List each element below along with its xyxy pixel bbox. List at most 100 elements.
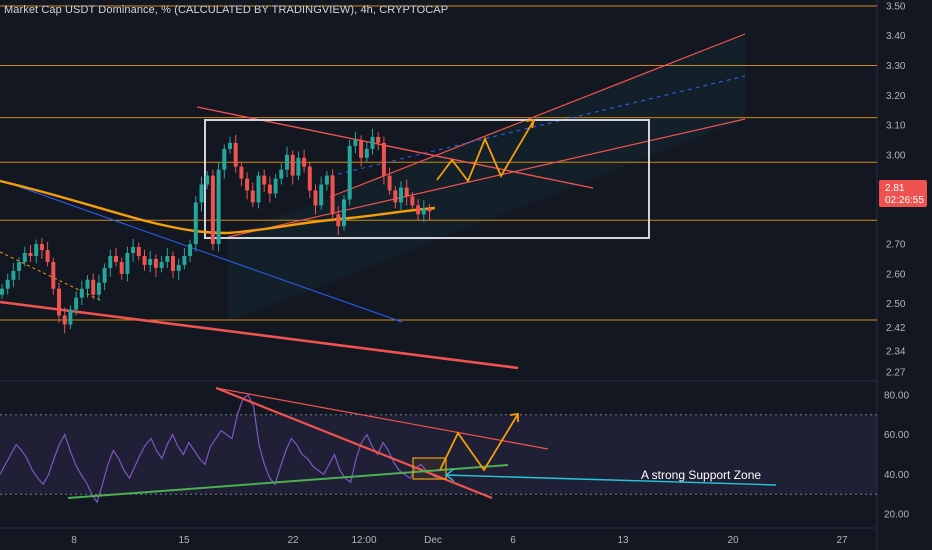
channel-upper-line bbox=[329, 33, 746, 198]
time-tick-0: 8 bbox=[71, 535, 77, 546]
price-tick-3: 3.20 bbox=[886, 91, 906, 102]
candle-body-69 bbox=[393, 190, 398, 203]
rsi-band bbox=[0, 414, 877, 495]
candle-body-19 bbox=[108, 255, 113, 268]
candle-body-6 bbox=[34, 244, 39, 256]
moving-average bbox=[0, 179, 436, 235]
candle-body-67 bbox=[381, 142, 386, 176]
candle-body-40 bbox=[228, 142, 232, 149]
candle-body-8 bbox=[45, 250, 50, 262]
time-tick-6: 13 bbox=[617, 535, 629, 546]
candle-body-1 bbox=[5, 279, 10, 289]
candle-body-14 bbox=[79, 288, 84, 298]
time-tick-1: 15 bbox=[178, 535, 190, 546]
candle-body-5 bbox=[28, 253, 33, 256]
rsi-steep-trendline bbox=[215, 386, 493, 500]
candle-body-60 bbox=[342, 199, 346, 227]
price-drawings bbox=[0, 33, 746, 370]
candle-body-71 bbox=[404, 187, 409, 197]
candle-body-30 bbox=[171, 255, 175, 271]
candle-body-27 bbox=[153, 258, 158, 268]
candle-body-28 bbox=[159, 261, 164, 268]
candle-body-21 bbox=[119, 261, 124, 274]
candle-body-26 bbox=[148, 258, 153, 265]
candle-body-61 bbox=[347, 145, 352, 200]
candle-body-46 bbox=[262, 175, 267, 185]
channel-mid-line bbox=[329, 75, 746, 177]
candle-body-65 bbox=[370, 136, 375, 149]
candle-body-32 bbox=[182, 255, 187, 265]
candle-body-53 bbox=[302, 157, 307, 167]
candle-body-11 bbox=[62, 315, 67, 325]
candle-body-66 bbox=[376, 136, 381, 143]
candle-body-24 bbox=[136, 247, 141, 256]
consolidation-box bbox=[204, 119, 650, 239]
price-tick-13: 2.27 bbox=[886, 368, 906, 379]
support-zone-arrowhead bbox=[444, 468, 455, 482]
price-tick-4: 3.10 bbox=[886, 121, 906, 132]
price-tick-11: 2.42 bbox=[886, 323, 906, 334]
blue-trendline bbox=[0, 179, 403, 323]
candle-body-15 bbox=[85, 279, 90, 289]
candle-body-43 bbox=[245, 178, 250, 191]
rsi-support-box bbox=[412, 457, 447, 480]
candle-body-48 bbox=[273, 178, 278, 194]
rsi-drawings: A strong Support Zone bbox=[0, 386, 777, 504]
candle-body-75 bbox=[427, 208, 432, 212]
rsi-tick-2: 40.00 bbox=[884, 470, 909, 481]
rsi-tick-0: 80.00 bbox=[884, 390, 909, 401]
candle-body-10 bbox=[57, 288, 61, 316]
projection-zigzag bbox=[436, 119, 535, 183]
candle-body-64 bbox=[364, 148, 369, 158]
rsi-tick-1: 60.00 bbox=[884, 430, 909, 441]
rsi-axis: 80.00 60.00 40.00 20.00 bbox=[884, 390, 909, 520]
candle-body-50 bbox=[285, 154, 289, 170]
candle-body-68 bbox=[387, 175, 392, 191]
price-tick-1: 3.40 bbox=[886, 31, 906, 42]
price-tick-12: 2.34 bbox=[886, 347, 906, 358]
candle-body-56 bbox=[319, 184, 324, 206]
price-tick-5: 3.00 bbox=[886, 150, 906, 161]
time-tick-4: Dec bbox=[424, 535, 442, 546]
candle-body-29 bbox=[165, 255, 170, 262]
price-tick-2: 3.30 bbox=[886, 61, 906, 72]
lower-red-trendline bbox=[0, 300, 519, 370]
price-badge: 2.81 02:26:55 bbox=[879, 180, 927, 207]
rsi-upper-trendline bbox=[215, 387, 549, 450]
candle-body-58 bbox=[330, 175, 335, 215]
candle-body-62 bbox=[353, 139, 358, 146]
candle-body-33 bbox=[188, 244, 193, 256]
price-badge-bg bbox=[879, 180, 927, 207]
price-badge-countdown: 02:26:55 bbox=[885, 195, 924, 206]
candle-body-44 bbox=[250, 190, 255, 203]
candle-body-49 bbox=[279, 169, 284, 179]
candle-body-7 bbox=[39, 244, 44, 251]
candle-body-23 bbox=[131, 247, 136, 254]
candle-body-45 bbox=[256, 175, 261, 203]
price-badge-value: 2.81 bbox=[885, 183, 905, 194]
candle-body-73 bbox=[416, 205, 421, 215]
candle-body-52 bbox=[296, 157, 301, 176]
support-zone-line bbox=[445, 474, 777, 486]
candle-body-57 bbox=[324, 175, 329, 185]
candle-body-54 bbox=[307, 166, 312, 191]
candle-body-39 bbox=[222, 148, 227, 170]
chart-title: Market Cap USDT Dominance, % (CALCULATED… bbox=[4, 4, 449, 16]
candle-body-38 bbox=[216, 169, 221, 245]
candle-body-72 bbox=[410, 196, 415, 206]
rsi-line bbox=[0, 393, 438, 504]
price-tick-9: 2.60 bbox=[886, 269, 906, 280]
time-tick-7: 20 bbox=[727, 535, 739, 546]
candle-body-59 bbox=[336, 214, 341, 227]
rsi-projection-arrowhead bbox=[509, 412, 519, 422]
candle-body-17 bbox=[96, 282, 101, 295]
time-tick-2: 22 bbox=[287, 535, 299, 546]
rsi-support-trendline bbox=[67, 464, 509, 499]
candle-body-63 bbox=[359, 139, 364, 158]
candle-body-9 bbox=[51, 261, 56, 289]
candle-body-47 bbox=[267, 184, 272, 194]
price-tick-0: 3.50 bbox=[886, 1, 906, 12]
rsi-tick-3: 20.00 bbox=[884, 510, 909, 521]
